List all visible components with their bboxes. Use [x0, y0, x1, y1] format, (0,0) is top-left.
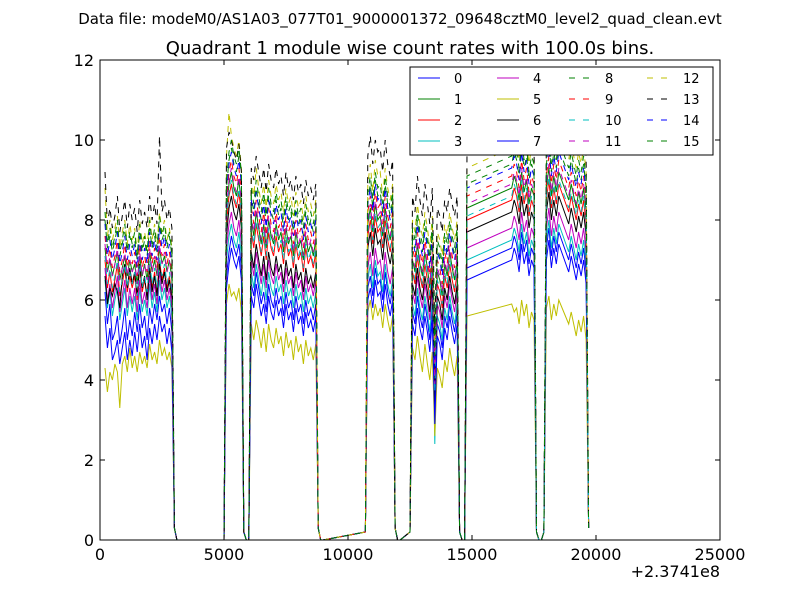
- series-line-12: [104, 111, 590, 540]
- legend-label: 2: [454, 114, 462, 129]
- legend-item-8: 8: [569, 72, 613, 87]
- x-tick-label: 25000: [695, 545, 746, 564]
- legend-label: 12: [683, 72, 700, 87]
- y-tick-label: 12: [74, 51, 94, 70]
- legend-item-14: 14: [647, 114, 700, 129]
- data-file-label: Data file: modeM0/AS1A03_077T01_90000013…: [78, 10, 722, 29]
- series-line-5: [104, 283, 590, 540]
- series-line-7: [104, 239, 590, 540]
- x-tick-label: 15000: [447, 545, 498, 564]
- x-offset-label: +2.3741e8: [631, 562, 720, 581]
- series-line-3: [104, 219, 590, 540]
- y-tick-label: 2: [84, 451, 94, 470]
- legend-label: 9: [605, 93, 613, 108]
- plot-frame: [99, 59, 721, 541]
- legend-label: 10: [605, 114, 622, 129]
- legend-item-6: 6: [497, 114, 541, 129]
- legend-item-5: 5: [497, 93, 541, 108]
- legend-item-4: 4: [497, 72, 541, 87]
- x-tick-label: 20000: [571, 545, 622, 564]
- series-line-6: [104, 191, 590, 540]
- series-line-13: [104, 111, 590, 540]
- legend-item-11: 11: [569, 135, 622, 150]
- series-line-8: [104, 143, 590, 540]
- legend-label: 5: [533, 93, 541, 108]
- legend-item-10: 10: [569, 114, 622, 129]
- legend-item-15: 15: [647, 135, 700, 150]
- y-tick-label: 0: [84, 531, 94, 550]
- y-tick-label: 4: [84, 371, 94, 390]
- series-line-4: [104, 207, 590, 540]
- legend-label: 8: [605, 72, 613, 87]
- legend-item-12: 12: [647, 72, 700, 87]
- legend-item-1: 1: [418, 93, 462, 108]
- x-tick-label: 10000: [323, 545, 374, 564]
- chart-title: Quadrant 1 module wise count rates with …: [166, 38, 655, 59]
- legend-item-2: 2: [418, 114, 462, 129]
- legend-box: [409, 66, 714, 156]
- series-line-11: [104, 163, 590, 540]
- legend-label: 3: [454, 135, 462, 150]
- series-line-0: [104, 227, 590, 540]
- series-line-10: [104, 175, 590, 540]
- legend-label: 0: [454, 72, 462, 87]
- series-line-9: [104, 155, 590, 540]
- legend-label: 11: [605, 135, 622, 150]
- x-tick-label: 0: [95, 545, 105, 564]
- y-tick-label: 6: [84, 291, 94, 310]
- legend-label: 4: [533, 72, 541, 87]
- legend-item-9: 9: [569, 93, 613, 108]
- series-layer: [104, 111, 590, 540]
- series-line-15: [104, 135, 590, 540]
- legend-item-7: 7: [497, 135, 541, 150]
- legend-label: 6: [533, 114, 541, 129]
- legend-label: 14: [683, 114, 700, 129]
- legend-label: 15: [683, 135, 700, 150]
- legend-item-3: 3: [418, 135, 462, 150]
- legend-label: 1: [454, 93, 462, 108]
- series-line-14: [104, 147, 590, 540]
- legend-label: 13: [683, 93, 700, 108]
- y-tick-label: 10: [74, 131, 94, 150]
- legend-item-13: 13: [647, 93, 700, 108]
- y-tick-label: 8: [84, 211, 94, 230]
- x-tick-label: 5000: [204, 545, 245, 564]
- legend-label: 7: [533, 135, 541, 150]
- legend-item-0: 0: [418, 72, 462, 87]
